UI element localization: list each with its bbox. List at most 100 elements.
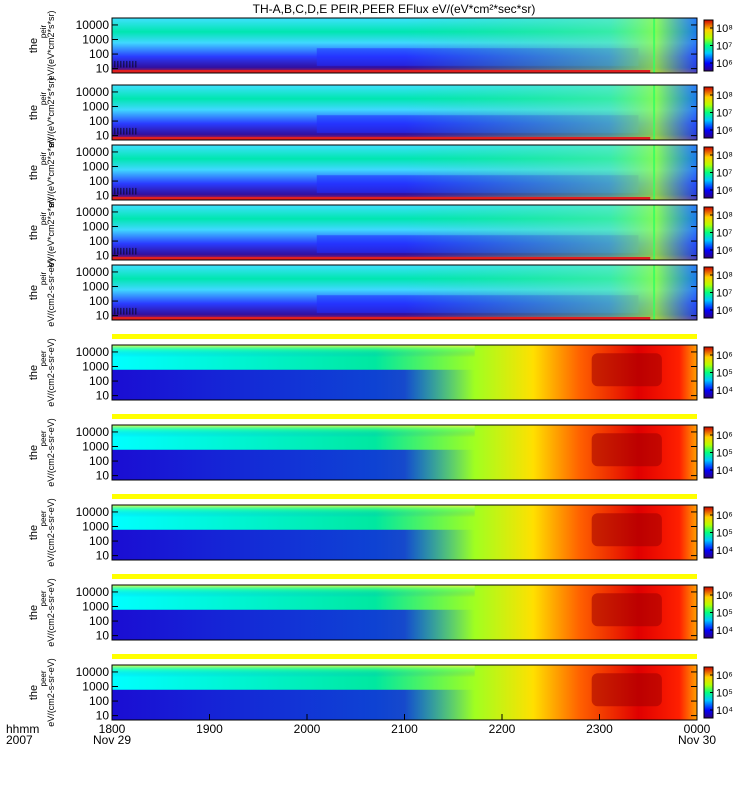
- colorbar-tick-label: 10⁴: [716, 705, 733, 717]
- colorbar-tick-label: 10⁶: [716, 58, 733, 70]
- y-axis-sublabel: peir: [39, 151, 48, 165]
- noise-stripe: [129, 60, 131, 68]
- noise-stripe: [135, 247, 137, 255]
- colorbar-tick-label: 10⁶: [716, 430, 733, 442]
- noise-stripe: [123, 127, 125, 135]
- x-tick-label: 1900: [196, 722, 223, 736]
- low-edge-band: [112, 317, 651, 320]
- colorbar-tick-label: 10⁶: [716, 245, 733, 257]
- y-axis-units: eV/(cm2-s-sr-eV): [46, 418, 56, 487]
- y-axis-label: the: [28, 605, 40, 620]
- y-tick-label: 1000: [82, 600, 109, 614]
- y-tick-label: 1000: [82, 360, 109, 374]
- noise-stripe: [120, 247, 122, 255]
- y-tick-label: 10000: [76, 145, 110, 159]
- noise-stripe: [126, 307, 128, 315]
- panel-frame: [111, 84, 698, 141]
- high-energy-band: [112, 345, 475, 367]
- y-tick-label: 10000: [76, 505, 110, 519]
- plot-title: TH-A,B,C,D,E PEIR,PEER EFlux eV/(eV*cm²*…: [253, 2, 536, 16]
- y-axis-sublabel: peer: [39, 590, 48, 606]
- noise-stripe: [135, 60, 137, 68]
- y-tick-label: 1000: [82, 680, 109, 694]
- low-edge-band: [112, 137, 651, 140]
- panel-frame: [111, 504, 698, 561]
- y-tick-label: 100: [89, 174, 109, 188]
- y-tick-label: 1000: [82, 520, 109, 534]
- panel-frame: [111, 204, 698, 261]
- y-tick-label: 1000: [82, 220, 109, 234]
- y-axis-label: the: [28, 685, 40, 700]
- y-tick-label: 10000: [76, 345, 110, 359]
- y-tick-label: 1000: [82, 280, 109, 294]
- noise-stripe: [117, 247, 119, 255]
- colorbar-tick-label: 10⁸: [716, 90, 733, 102]
- noise-stripe: [123, 247, 125, 255]
- peak-region: [591, 673, 662, 707]
- colorbar-tick-label: 10⁷: [716, 41, 732, 53]
- vertical-feature: [653, 205, 656, 260]
- dawn-enhancement: [112, 18, 697, 73]
- noise-stripe: [129, 127, 131, 135]
- y-axis-label: the: [28, 38, 40, 53]
- y-axis-label: the: [28, 165, 40, 180]
- y-tick-label: 1000: [82, 440, 109, 454]
- low-edge-band: [112, 70, 651, 73]
- noise-stripe: [132, 247, 134, 255]
- colorbar-tick-label: 10⁸: [716, 270, 733, 282]
- noise-stripe: [114, 187, 116, 195]
- peak-region: [591, 353, 662, 387]
- noise-stripe: [132, 127, 134, 135]
- separator-band: [112, 574, 697, 579]
- noise-stripe: [135, 307, 137, 315]
- peak-region: [591, 593, 662, 627]
- noise-stripe: [135, 127, 137, 135]
- high-energy-band: [112, 425, 475, 447]
- high-energy-band: [112, 505, 475, 527]
- separator-band: [112, 494, 697, 499]
- y-axis-sublabel: peer: [39, 350, 48, 366]
- y-axis-sublabel: peir: [39, 271, 48, 285]
- y-axis-sublabel: peir: [39, 211, 48, 225]
- colorbar-tick-label: 10⁴: [716, 465, 733, 477]
- y-axis-units: eV/(eV*cm2*s*sr): [46, 197, 56, 267]
- y-tick-label: 10: [96, 709, 110, 723]
- noise-stripe: [117, 187, 119, 195]
- colorbar-tick-label: 10⁴: [716, 545, 733, 557]
- separator-band: [112, 654, 697, 659]
- noise-stripe: [123, 307, 125, 315]
- y-tick-label: 10000: [76, 18, 110, 32]
- separator-band: [112, 414, 697, 419]
- noise-stripe: [126, 187, 128, 195]
- y-tick-label: 10: [96, 549, 110, 563]
- y-tick-label: 10: [96, 469, 110, 483]
- dawn-enhancement: [112, 145, 697, 200]
- noise-stripe: [132, 187, 134, 195]
- y-axis-sublabel: peer: [39, 510, 48, 526]
- x-tick-label: 2000: [294, 722, 321, 736]
- noise-stripe: [129, 247, 131, 255]
- y-axis-units: eV/(cm2-s-sr-eV): [46, 258, 56, 327]
- panel-frame: [111, 264, 698, 321]
- peak-region: [591, 433, 662, 467]
- colorbar-tick-label: 10⁵: [716, 368, 733, 380]
- x-axis-row-label: 2007: [6, 733, 33, 747]
- colorbar-tick-label: 10⁶: [716, 510, 733, 522]
- vertical-feature: [653, 18, 656, 73]
- y-tick-label: 10000: [76, 425, 110, 439]
- noise-stripe: [120, 60, 122, 68]
- y-tick-label: 10: [96, 309, 110, 323]
- y-tick-label: 1000: [82, 160, 109, 174]
- dawn-enhancement: [112, 205, 697, 260]
- y-axis-sublabel: peer: [39, 430, 48, 446]
- y-tick-label: 10000: [76, 665, 110, 679]
- x-tick-label: 2300: [586, 722, 613, 736]
- y-tick-label: 1000: [82, 33, 109, 47]
